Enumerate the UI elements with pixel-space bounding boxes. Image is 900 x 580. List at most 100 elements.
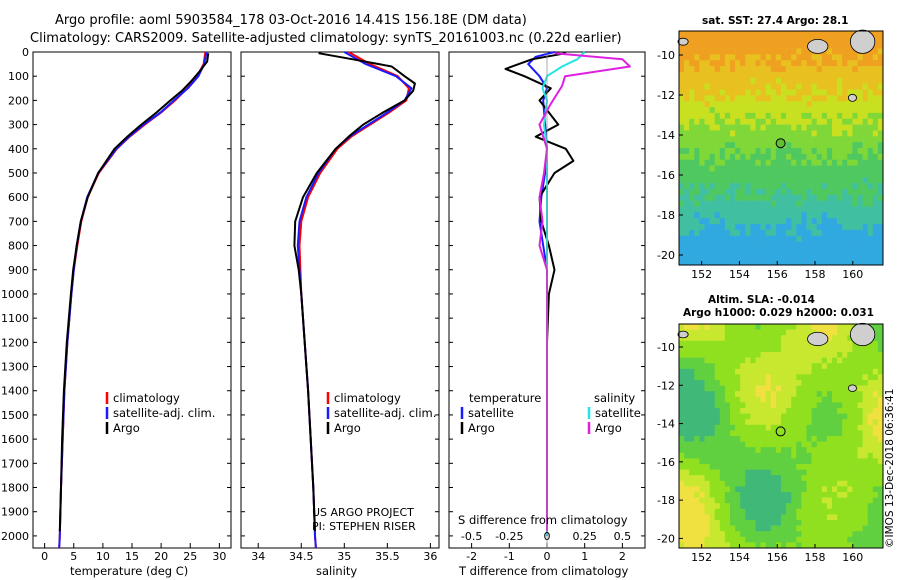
map-cell [796, 224, 802, 231]
map-cell [724, 346, 731, 353]
map-cell [745, 503, 751, 510]
map-cell [775, 71, 782, 79]
map-cell [867, 77, 874, 84]
map-cell [852, 486, 858, 493]
map-cell [709, 247, 715, 254]
map-cell [796, 171, 802, 178]
map-cell [796, 36, 802, 43]
map-cell [750, 469, 756, 476]
map-cell [719, 368, 726, 375]
map-cell [801, 124, 807, 131]
map-cell [867, 503, 874, 510]
map-cell [694, 525, 700, 532]
map-cell [714, 177, 721, 184]
map-cell [862, 212, 868, 219]
map-cell [786, 200, 792, 207]
map-cell [730, 374, 736, 381]
map-cell [832, 525, 838, 532]
map-cell [750, 177, 756, 184]
map-cell [832, 531, 838, 538]
map-cell [867, 520, 874, 526]
map-cell [750, 31, 756, 38]
map-cell [786, 124, 792, 131]
map-cell [816, 136, 823, 143]
map-cell [709, 218, 715, 225]
map-cell [806, 200, 812, 207]
map-cell [816, 54, 823, 61]
map-cell [709, 153, 715, 160]
map-cell [806, 148, 812, 155]
map-cell [877, 458, 884, 465]
map-cell [755, 368, 761, 375]
map-cell [755, 247, 761, 254]
map-cell [872, 224, 879, 231]
map-cell [740, 71, 746, 79]
map-cell [719, 520, 726, 526]
map-cell [821, 165, 828, 172]
map-cell [811, 424, 817, 431]
map-cell [821, 107, 828, 114]
map-cell [689, 95, 695, 102]
map-cell [730, 508, 736, 515]
map-cell [770, 486, 777, 493]
map-cell [852, 531, 858, 538]
legend-heading-salinity: salinity [594, 391, 635, 405]
map-cell [699, 89, 705, 96]
map-cell [857, 475, 863, 482]
map-cell [735, 31, 741, 38]
map-cell [755, 497, 761, 504]
map-cell [816, 452, 823, 459]
map-cell [796, 419, 802, 426]
map-cell [740, 424, 746, 431]
map-cell [811, 447, 817, 454]
map-cell [760, 159, 766, 166]
map-cell [832, 101, 838, 108]
map-cell [724, 206, 731, 213]
map-cell [826, 247, 833, 254]
map-cell [867, 60, 874, 67]
map-cell [816, 419, 823, 426]
map-cell [857, 346, 863, 353]
map-cell [765, 136, 772, 143]
map-cell [689, 363, 695, 370]
map-cell [791, 153, 797, 160]
map-cell [847, 183, 853, 190]
map-cell [730, 357, 736, 364]
map-cell [857, 542, 863, 549]
map-cell [837, 89, 843, 96]
map-cell [811, 224, 817, 231]
map-cell [735, 346, 741, 353]
map-cell [699, 31, 705, 38]
map-cell [811, 83, 817, 90]
map-cell [770, 419, 777, 426]
map-cell [730, 194, 736, 201]
map-cell [735, 89, 741, 96]
map-cell [781, 497, 787, 504]
map-cell [755, 520, 761, 526]
map-cell [735, 419, 741, 426]
map-cell [806, 60, 812, 67]
map-cell [821, 206, 828, 213]
map-cell [857, 374, 863, 381]
map-cell [735, 54, 741, 61]
map-cell [847, 107, 853, 114]
map-cell [806, 241, 812, 248]
map-cell [857, 130, 863, 137]
map-cell [684, 54, 690, 61]
map-cell [821, 357, 828, 364]
map-cell [750, 441, 756, 448]
map-cell [730, 419, 736, 426]
map-cell [837, 77, 843, 84]
map-cell [832, 436, 838, 442]
map-cell [847, 536, 853, 543]
map-cell [719, 48, 726, 55]
map-cell [730, 212, 736, 219]
map-cell [730, 118, 736, 125]
map-cell [689, 380, 695, 386]
map-cell [714, 165, 721, 172]
map-cell [781, 31, 787, 38]
map-cell [684, 112, 690, 120]
map-cell [781, 66, 787, 73]
map-cell [745, 340, 751, 347]
map-cell [816, 89, 823, 96]
